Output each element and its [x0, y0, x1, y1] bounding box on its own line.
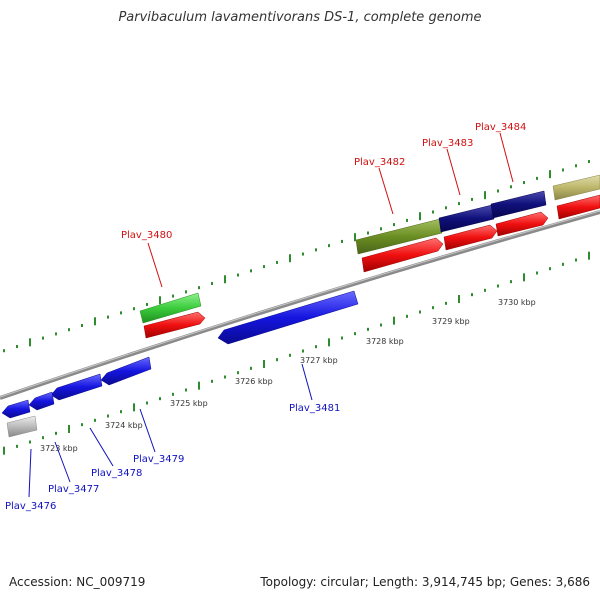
- label-plav-3481[interactable]: Plav_3481: [289, 403, 340, 414]
- lower-tick-row: [3, 251, 590, 455]
- gene-khaki-arrow[interactable]: [552, 174, 600, 201]
- label-plav-3477[interactable]: Plav_3477: [48, 484, 99, 495]
- gene-plav-3484-arrow[interactable]: [490, 190, 547, 219]
- gene-plav-3483-arrow[interactable]: [438, 204, 495, 233]
- accession-text: Accession: NC_009719: [9, 575, 146, 589]
- label-plav-3484[interactable]: Plav_3484: [475, 122, 526, 133]
- scale-label-3727: 3727 kbp: [300, 356, 338, 365]
- scale-label-3730: 3730 kbp: [498, 298, 536, 307]
- upper-tick-row: [3, 160, 590, 353]
- scale-label-3728: 3728 kbp: [366, 337, 404, 346]
- reverse-label-leaders: [28, 363, 313, 498]
- scale-label-3726: 3726 kbp: [235, 377, 273, 386]
- gene-plav-3482-arrow[interactable]: [355, 218, 443, 255]
- forward-label-leaders: [147, 132, 514, 288]
- gene-plav-3484-red-arrow[interactable]: [495, 211, 549, 237]
- gene-labels: Plav_3480 Plav_3482 Plav_3483 Plav_3484 …: [5, 122, 526, 512]
- gene-plav-3480-arrow[interactable]: [139, 292, 202, 324]
- label-plav-3479[interactable]: Plav_3479: [133, 454, 184, 465]
- gene-plav-3482-red-arrow[interactable]: [361, 237, 444, 273]
- label-plav-3483[interactable]: Plav_3483: [422, 138, 473, 149]
- scale-label-3725: 3725 kbp: [170, 399, 208, 408]
- genome-backbone-highlight: [0, 210, 600, 398]
- forward-genes: [139, 174, 600, 339]
- genome-backbone: [0, 210, 600, 400]
- gene-plav-3477-arrow[interactable]: [28, 391, 55, 411]
- gene-plav-3479-arrow[interactable]: [100, 356, 152, 386]
- scale-label-3729: 3729 kbp: [432, 317, 470, 326]
- label-plav-3480[interactable]: Plav_3480: [121, 230, 172, 241]
- gene-plav-3481-arrow[interactable]: [217, 290, 359, 345]
- gene-plav-3483-red-arrow[interactable]: [443, 224, 498, 251]
- label-plav-3476[interactable]: Plav_3476: [5, 501, 56, 512]
- scale-label-3724: 3724 kbp: [105, 421, 143, 430]
- label-plav-3478[interactable]: Plav_3478: [91, 468, 142, 479]
- gene-plav-3480-red-arrow[interactable]: [143, 311, 206, 339]
- reverse-genes: [1, 290, 359, 438]
- gene-plav-3476-arrow[interactable]: [1, 399, 31, 419]
- gene-gray-feature[interactable]: [6, 415, 38, 438]
- map-title: Parvibaculum lavamentivorans DS-1, compl…: [118, 10, 482, 25]
- scale-labels: 3723 kbp 3724 kbp 3725 kbp 3726 kbp 3727…: [40, 298, 536, 453]
- scale-label-3723: 3723 kbp: [40, 444, 78, 453]
- label-plav-3482[interactable]: Plav_3482: [354, 157, 405, 168]
- gene-red-arrow-edge[interactable]: [556, 194, 600, 220]
- topology-text: Topology: circular; Length: 3,914,745 bp…: [260, 575, 590, 589]
